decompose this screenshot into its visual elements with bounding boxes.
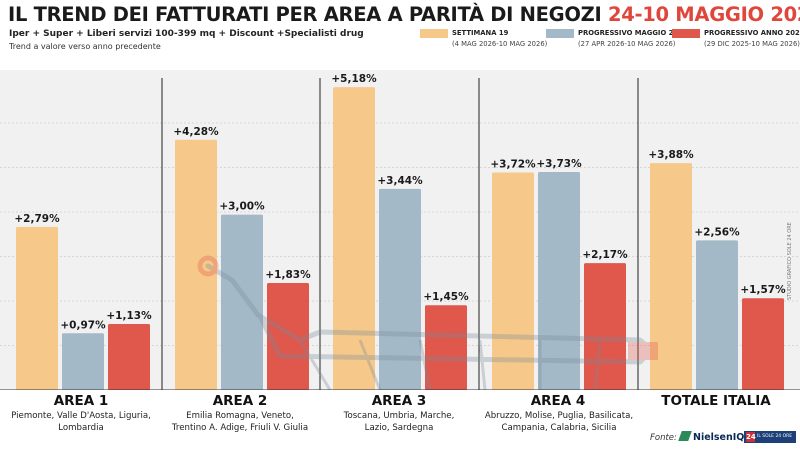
bar-3-3 [425, 305, 467, 390]
data-label: +1,57% [740, 284, 786, 296]
bars [16, 87, 784, 390]
data-label: +3,72% [490, 159, 536, 171]
cart-wires [298, 339, 602, 390]
bar-chart: +2,79% +0,97%+1,13% +4,28% +3,00% +1,83% +5,1… [0, 70, 800, 390]
data-label: +3,88% [648, 149, 694, 161]
data-label: +2,79% [14, 213, 60, 225]
chart-subtitle: Iper + Super + Liberi servizi 100-399 mq… [9, 29, 364, 39]
legend-label: PROGRESSIVO ANNO 2026 [704, 29, 800, 37]
source-label: Fonte: [650, 433, 677, 443]
bar-4-2 [538, 171, 580, 390]
bar-1-1 [16, 226, 58, 390]
bar-5-3 [742, 298, 784, 390]
data-label: +3,00% [219, 201, 265, 213]
region-list-2: Emilia Romagna, Veneto, Trentino A. Adig… [171, 411, 309, 433]
bar-3-1 [333, 87, 375, 390]
bar-1-2 [62, 333, 104, 390]
legend-label: PROGRESSIVO MAGGIO 2026 [578, 29, 688, 37]
data-label: +2,56% [694, 226, 740, 238]
data-label: +3,73% [536, 158, 582, 170]
region-list-1: Piemonte, Valle D'Aosta, Liguria, Lombar… [11, 411, 151, 433]
sole-text: IL SOLE 24 ORE [757, 434, 793, 439]
nielsen-mark-icon [678, 431, 692, 441]
area-label-totale: TOTALE ITALIA [661, 393, 771, 409]
area-label-3: AREA 3 [371, 393, 427, 409]
data-label: +1,13% [106, 310, 152, 322]
chart-note: Trend a valore verso anno precedente [9, 42, 161, 51]
bar-2-3 [267, 283, 309, 390]
sole24ore-logo: 24 IL SOLE 24 ORE [744, 431, 796, 443]
legend-dates: (4 MAG 2026-10 MAG 2026) [452, 40, 548, 48]
data-label: +2,17% [582, 249, 628, 261]
credit-text: STUDIO GRAFICO SOLE 24 ORE [787, 222, 793, 300]
sole-mark: 24 [746, 432, 756, 442]
legend-swatch [420, 29, 448, 38]
bar-2-1 [175, 139, 217, 390]
bar-3-2 [379, 188, 421, 390]
bar-4-1 [492, 172, 534, 390]
region-list-4: Abruzzo, Molise, Puglia, Basilicata, Cam… [484, 411, 634, 433]
area-label-4: AREA 4 [530, 393, 586, 409]
data-label: +4,28% [173, 126, 219, 138]
value-labels: +2,79% +0,97%+1,13% +4,28% +3,00% +1,83% +5,1… [14, 73, 786, 331]
bar-1-3 [108, 323, 150, 390]
nielsen-text: NielsenIQ [693, 432, 745, 443]
bar-5-1 [650, 163, 692, 390]
region-list-3: Toscana, Umbria, Marche, Lazio, Sardegna [343, 411, 455, 433]
cart-illustration [197, 255, 658, 390]
title-date: 24-10 MAGGIO 2026 [607, 3, 800, 26]
chart-title: IL TREND DEI FATTURATI PER AREA A PARITÀ… [8, 3, 800, 26]
legend-dates: (29 DIC 2025-10 MAG 2026) [704, 40, 800, 48]
bar-5-2 [696, 240, 738, 390]
nielseniq-logo: NielsenIQ [678, 431, 745, 443]
legend-label: SETTIMANA 19 [452, 29, 509, 37]
data-label: +1,45% [423, 291, 469, 303]
legend-swatch [672, 29, 700, 38]
area-label-2: AREA 2 [212, 393, 268, 409]
legend-swatch [546, 29, 574, 38]
cart-bumper [628, 342, 658, 360]
data-label: +1,83% [265, 269, 311, 281]
data-label: +3,44% [377, 175, 423, 187]
legend-dates: (27 APR 2026-10 MAG 2026) [578, 40, 676, 48]
title-main: IL TREND DEI FATTURATI PER AREA A PARITÀ… [8, 3, 602, 26]
cart-frame [205, 263, 655, 365]
area-label-1: AREA 1 [53, 393, 109, 409]
data-label: +5,18% [331, 73, 377, 85]
bar-2-2 [221, 214, 263, 390]
area-dividers [161, 78, 639, 390]
bar-4-3 [584, 263, 626, 390]
data-label: +0,97% [60, 319, 106, 331]
cart-handle [197, 255, 219, 277]
